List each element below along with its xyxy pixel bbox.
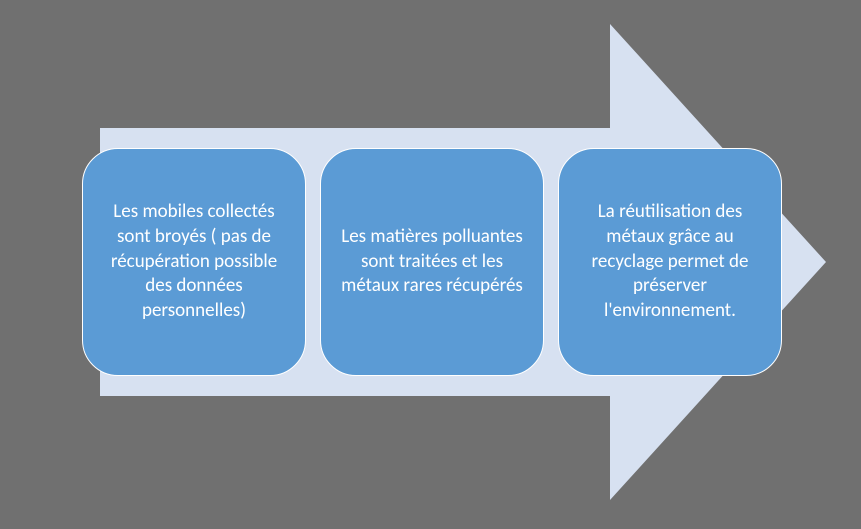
process-step-text: La réutilisation des métaux grâce au rec…: [577, 200, 763, 323]
process-steps-row: Les mobiles collectés sont broyés ( pas …: [82, 148, 782, 376]
process-step-text: Les mobiles collectés sont broyés ( pas …: [101, 200, 287, 323]
diagram-stage: Les mobiles collectés sont broyés ( pas …: [0, 0, 861, 529]
process-step-text: Les matières polluantes sont traitées et…: [339, 225, 525, 299]
process-step-1: Les mobiles collectés sont broyés ( pas …: [82, 148, 306, 376]
process-step-3: La réutilisation des métaux grâce au rec…: [558, 148, 782, 376]
process-step-2: Les matières polluantes sont traitées et…: [320, 148, 544, 376]
